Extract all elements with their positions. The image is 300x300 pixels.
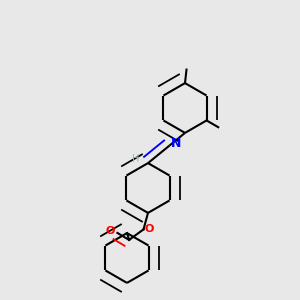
Text: O: O [106, 226, 115, 236]
Text: H: H [132, 154, 140, 164]
Text: O: O [144, 224, 154, 233]
Text: N: N [171, 137, 181, 150]
